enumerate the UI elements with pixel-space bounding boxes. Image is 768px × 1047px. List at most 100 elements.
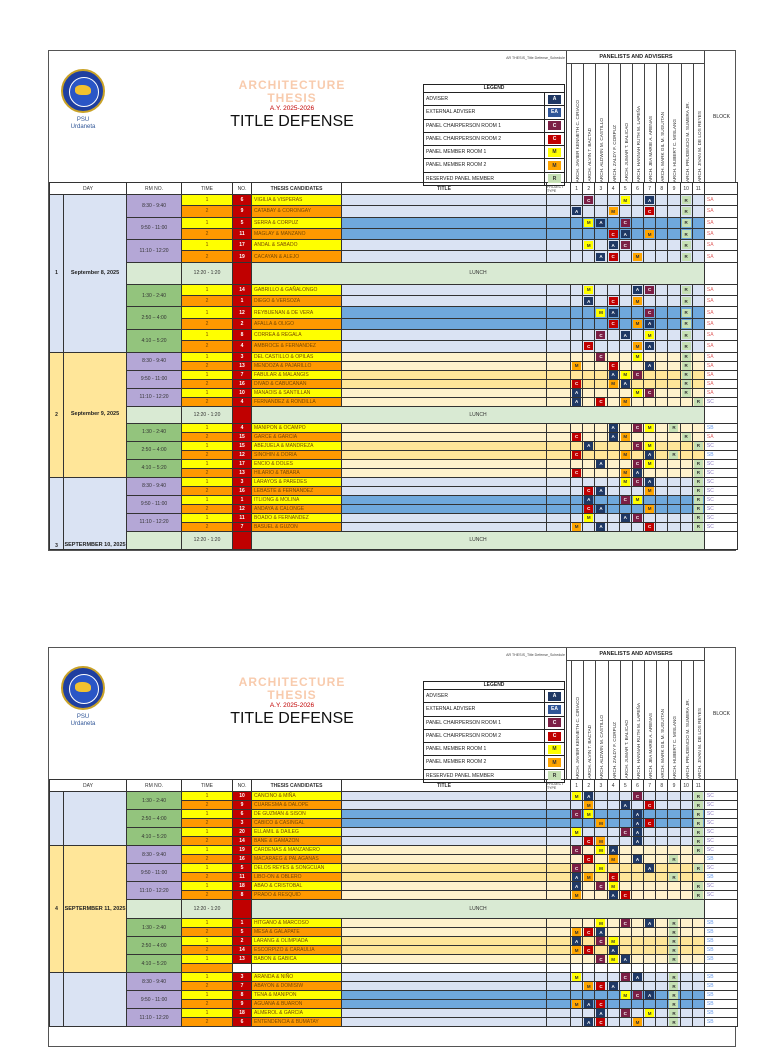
panel-assignment-cell — [594, 295, 608, 308]
project-type-cell — [546, 239, 572, 252]
panelist-name-column: ARCH. ALDWIN M. CASTILLO — [595, 661, 607, 779]
panel-role-badge: C — [608, 319, 618, 328]
group-number: 4 — [232, 422, 253, 433]
col-header-panelist-number: 11 — [691, 779, 705, 792]
panel-assignment-cell — [679, 981, 693, 991]
thesis-title-cell — [341, 809, 548, 819]
block-label: SA — [703, 351, 738, 362]
panel-role-badge: C — [596, 398, 606, 406]
panel-role-badge: C — [596, 331, 606, 340]
panel-assignment-cell — [679, 963, 693, 973]
panel-role-badge: C — [608, 252, 618, 261]
panel-assignment-cell — [655, 476, 669, 487]
panel-assignment-cell — [643, 945, 657, 955]
panel-role-badge: A — [608, 946, 618, 954]
thesis-candidates: AGUANA & BUARON — [251, 999, 343, 1009]
university-seal-logo — [61, 666, 105, 710]
lunch-room-cell — [126, 899, 183, 919]
block-label: SC — [703, 503, 738, 514]
panel-assignment-cell — [618, 360, 632, 371]
legend-code-cell: A — [545, 93, 564, 105]
room-number: 2 — [181, 521, 234, 532]
panel-assignment-cell — [570, 295, 584, 308]
thesis-title-cell — [341, 1008, 548, 1018]
group-number: 4 — [232, 396, 253, 407]
panel-assignment-cell: M — [570, 521, 584, 532]
panelist-name: ARCH. HUBERT C. MISLANG — [672, 715, 678, 779]
panel-assignment-cell: C — [582, 503, 596, 514]
panel-assignment-cell: M — [630, 351, 645, 362]
panel-role-badge: M — [596, 819, 606, 827]
panel-assignment-cell — [679, 809, 693, 819]
legend-code-cell: C — [545, 133, 564, 145]
panel-assignment-cell — [630, 503, 645, 514]
group-number: 7 — [232, 369, 253, 380]
panel-assignment-cell — [655, 351, 669, 362]
panel-assignment-cell: C — [618, 216, 632, 229]
panel-assignment-cell — [630, 239, 645, 252]
panel-role-badge: A — [596, 487, 606, 495]
panel-role-badge: R — [669, 1000, 679, 1008]
day-number: 2 — [49, 351, 64, 478]
lunch-time: 12:20 - 1:20 — [181, 899, 234, 919]
panel-assignment-cell — [570, 818, 584, 828]
schedule-row: 4:10 – 5:20 1 13 BABON & GABICA C M A R SB — [50, 954, 738, 973]
time-slot: 9:50 - 11:00 — [126, 494, 183, 514]
panel-role-badge: A — [572, 398, 582, 406]
legend-code-badge: R — [548, 771, 561, 781]
group-number: 5 — [232, 216, 253, 229]
panel-role-badge: A — [584, 1018, 594, 1026]
col-header-day: DAY — [48, 779, 128, 792]
panel-assignment-cell — [643, 295, 657, 308]
panel-assignment-cell — [582, 972, 596, 982]
group-number: 9 — [232, 800, 253, 810]
panel-assignment-cell — [679, 458, 693, 469]
panel-assignment-cell — [606, 396, 620, 407]
panel-assignment-cell — [570, 227, 584, 241]
panelist-name: ARCH. JIVAN M. DE LOS REYES — [696, 110, 702, 182]
block-label: SA — [703, 239, 738, 252]
thesis-title-cell — [341, 449, 548, 460]
project-type-cell — [546, 945, 572, 955]
panel-role-badge: A — [608, 891, 618, 899]
panel-assignment-cell — [655, 927, 669, 937]
panel-role-badge: C — [620, 241, 630, 250]
panel-assignment-cell — [655, 999, 669, 1009]
legend-item-label: EXTERNAL ADVISER — [424, 703, 545, 716]
panel-assignment-cell: M — [630, 387, 645, 398]
block-label: SC — [703, 800, 738, 810]
panel-assignment-cell — [655, 283, 669, 297]
thesis-candidates: MACARAEG & PALAGANAS — [251, 854, 343, 864]
panel-assignment-cell: C — [643, 387, 657, 398]
legend-code-badge: A — [548, 94, 561, 104]
panelist-name-column: ARCH. HANNAH RUTH M. LAPEÑA — [631, 64, 644, 182]
legend-code-badge: C — [548, 121, 561, 131]
schedule-row: 9:50 - 11:00 1 5 SERRA & CORPUZ M A C R SA — [50, 216, 738, 241]
thesis-candidates: BOADO & FERNANDEZ — [251, 512, 343, 523]
project-type-cell — [546, 283, 572, 297]
panel-assignment-cell — [667, 216, 681, 229]
panel-assignment-cell — [606, 1008, 620, 1018]
panel-assignment-cell — [667, 378, 681, 389]
panel-assignment-cell — [655, 396, 669, 407]
block-label: SA — [703, 340, 738, 353]
group-number: 18 — [232, 881, 253, 891]
panel-assignment-cell — [594, 827, 608, 837]
panel-assignment-cell — [582, 378, 596, 389]
title-block: ARCHITECTURE THESIS A.Y. 2025-2026 TITLE… — [197, 79, 387, 131]
panel-assignment-cell: M — [570, 827, 584, 837]
thesis-candidates: ABAYON & DOMISIW — [251, 981, 343, 991]
panel-assignment-cell — [667, 205, 681, 218]
thesis-title-cell — [341, 340, 548, 353]
panel-assignment-cell — [618, 205, 632, 218]
panel-assignment-cell — [606, 791, 620, 801]
panel-assignment-cell — [667, 295, 681, 308]
col-header-room: RM NO. — [126, 182, 183, 195]
legend-item-label: RESERVED PANEL MEMBER — [424, 172, 545, 186]
panel-role-badge: A — [620, 801, 630, 809]
panel-role-badge: M — [596, 837, 606, 845]
block-label: SC — [703, 494, 738, 505]
